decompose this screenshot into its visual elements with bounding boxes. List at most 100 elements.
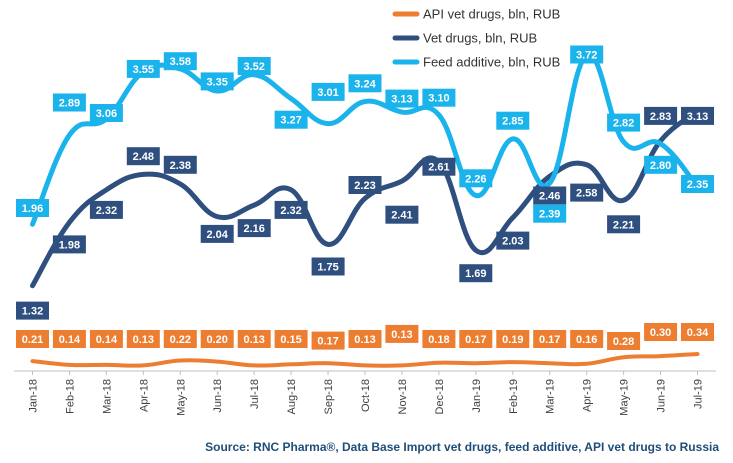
data-label-box <box>533 186 567 205</box>
api-data-label: 0.15 <box>274 330 308 348</box>
data-label-text: 0.19 <box>502 334 523 346</box>
vet-drugs-data-label: 1.98 <box>52 235 86 254</box>
feed-additive-data-label: 3.58 <box>163 52 197 71</box>
data-label-text: 3.24 <box>354 78 376 90</box>
data-label-box <box>237 57 271 75</box>
feed-additive-data-label: 1.96 <box>16 199 49 217</box>
vet-drugs-data-label: 2.48 <box>126 147 160 166</box>
api-data-label: 0.17 <box>459 330 493 348</box>
data-label-box <box>200 330 234 348</box>
api-data-label: 0.21 <box>16 330 49 348</box>
data-label-box <box>126 330 160 348</box>
api-data-label: 0.19 <box>496 330 530 348</box>
data-label-box <box>89 330 123 348</box>
vet-drugs-data-label: 2.32 <box>274 200 308 219</box>
x-tick-label: Jan-18 <box>28 379 40 413</box>
data-label-box <box>274 330 308 348</box>
api-data-label: 0.13 <box>385 324 419 343</box>
vet-drugs-data-label: 2.38 <box>163 155 197 174</box>
feed-additive-data-label: 3.52 <box>237 57 271 75</box>
vet-drugs-data-label: 2.16 <box>237 219 271 238</box>
data-label-box <box>126 59 160 78</box>
data-label-box <box>16 330 49 348</box>
data-label-text: 3.55 <box>133 64 154 76</box>
x-tick-label: Apr-18 <box>138 379 150 412</box>
data-label-box <box>163 155 197 174</box>
data-label-text: 0.15 <box>280 334 301 346</box>
data-label-text: 1.69 <box>465 268 486 280</box>
feed-additive-data-label: 2.82 <box>607 113 641 132</box>
data-label-box <box>459 169 493 188</box>
api-data-label: 0.13 <box>237 330 271 348</box>
data-label-text: 2.48 <box>133 151 154 163</box>
data-label-box <box>274 200 308 219</box>
data-label-box <box>52 93 86 112</box>
data-label-text: 0.13 <box>391 329 412 341</box>
vet-drugs-data-label: 2.61 <box>422 157 456 176</box>
data-label-text: 2.32 <box>96 205 117 217</box>
api-data-label: 0.22 <box>163 330 197 348</box>
feed-additive-data-label: 2.26 <box>459 169 493 188</box>
x-tick-label: Feb-19 <box>508 379 520 414</box>
series-lines <box>30 52 700 368</box>
x-tick-label: Dec-18 <box>434 379 446 414</box>
feed-additive-data-label: 3.01 <box>311 82 345 101</box>
data-label-text: 2.83 <box>650 111 671 123</box>
x-tick-label: Apr-19 <box>582 379 594 412</box>
data-label-box <box>533 330 567 348</box>
x-tick-label: Oct-18 <box>360 379 372 412</box>
data-label-box <box>385 205 419 224</box>
data-label-box <box>496 111 530 130</box>
data-label-box <box>385 89 419 108</box>
data-label-box <box>348 176 382 194</box>
data-label-box <box>459 330 493 348</box>
legend-label: Vet drugs, bln, RUB <box>423 31 537 46</box>
data-label-box <box>681 106 714 125</box>
api-data-label: 0.28 <box>607 332 641 350</box>
data-label-box <box>237 330 271 348</box>
api-data-label: 0.16 <box>570 330 604 348</box>
data-label-text: 3.35 <box>206 76 227 88</box>
data-label-box <box>348 74 382 93</box>
data-label-text: 0.22 <box>170 334 191 346</box>
data-label-text: 3.13 <box>687 111 708 123</box>
x-tick-label: Jun-19 <box>656 379 668 413</box>
data-label-text: 2.04 <box>206 229 228 241</box>
vet-drugs-data-label: 1.69 <box>459 264 493 283</box>
vet-drugs-data-label: 2.23 <box>348 176 382 194</box>
data-label-text: 2.21 <box>613 219 634 231</box>
data-label-text: 2.38 <box>170 160 191 172</box>
data-label-text: 2.82 <box>613 118 634 130</box>
data-label-text: 2.32 <box>280 205 301 217</box>
data-label-box <box>570 183 604 202</box>
data-label-text: 0.18 <box>428 334 449 346</box>
data-label-box <box>681 175 714 193</box>
data-label-text: 2.58 <box>576 188 597 200</box>
data-label-box <box>16 301 49 320</box>
vet-drugs-data-label: 1.75 <box>311 257 345 276</box>
data-label-text: 0.20 <box>206 334 227 346</box>
feed-additive-data-label: 2.85 <box>496 111 530 130</box>
data-label-text: 2.80 <box>650 160 671 172</box>
data-label-text: 0.21 <box>22 334 43 346</box>
data-label-text: 2.41 <box>391 210 412 222</box>
legend-label: Feed additive, bln, RUB <box>423 55 560 70</box>
data-label-box <box>644 155 678 174</box>
x-tick-label: Mar-19 <box>545 379 557 414</box>
data-label-text: 0.13 <box>133 334 154 346</box>
data-label-text: 2.23 <box>354 180 375 192</box>
data-label-text: 1.96 <box>22 203 43 215</box>
x-tick-label: Jul-19 <box>693 379 705 409</box>
feed-additive-data-label: 3.10 <box>422 88 456 107</box>
x-tick-label: Jan-19 <box>471 379 483 413</box>
data-label-text: 0.17 <box>465 334 486 346</box>
feed-additive-data-label: 2.35 <box>681 175 714 193</box>
x-tick-label: Jun-18 <box>212 379 224 413</box>
vet-drugs-data-label: 2.32 <box>89 200 123 219</box>
data-label-box <box>89 104 123 122</box>
vet-drugs-data-label: 2.58 <box>570 183 604 202</box>
data-label-text: 0.16 <box>576 334 597 346</box>
legend-item: Vet drugs, bln, RUB <box>392 31 537 46</box>
api-data-label: 0.17 <box>311 331 345 350</box>
